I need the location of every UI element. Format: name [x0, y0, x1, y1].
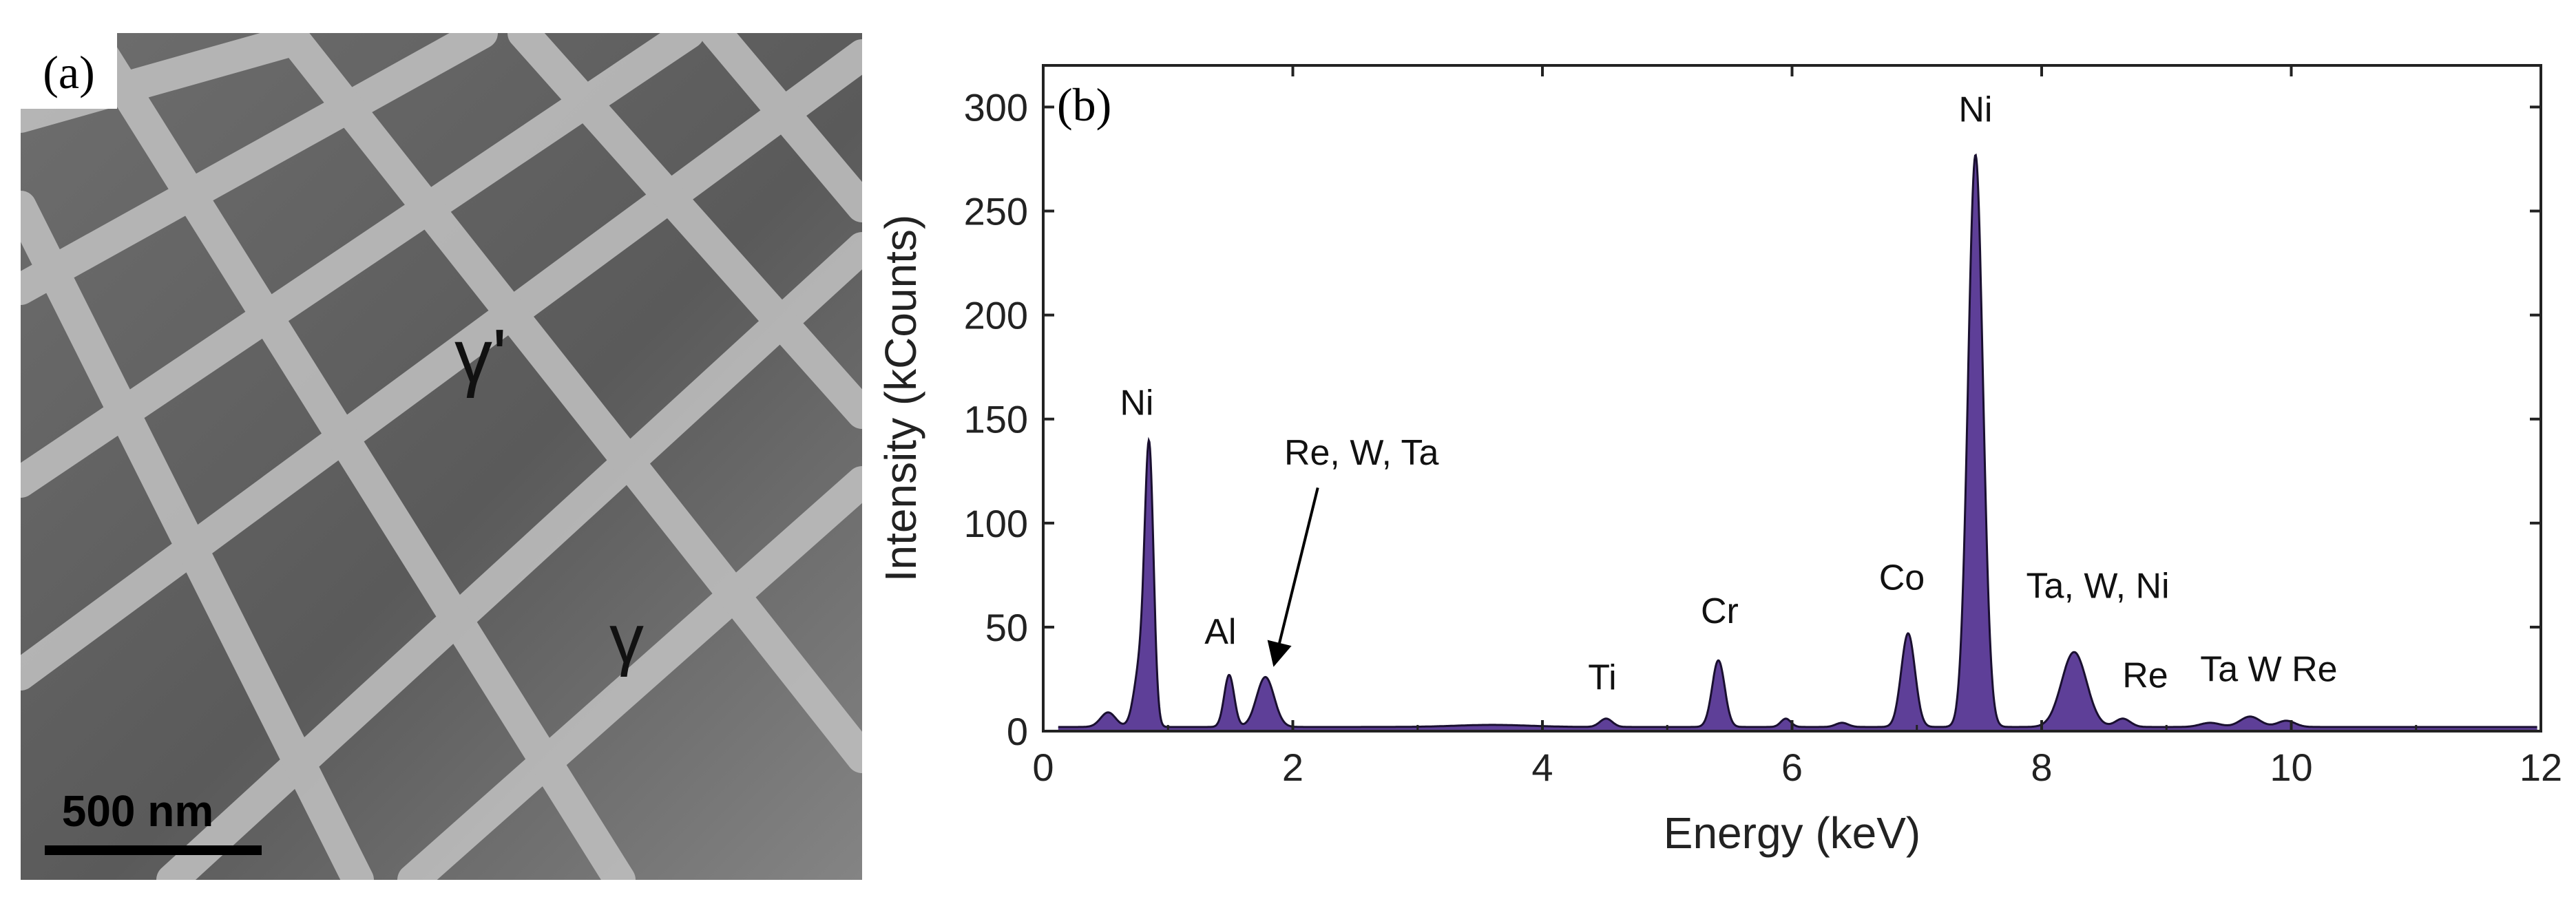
- scale-bar: [45, 845, 262, 855]
- x-tick-label: 12: [2520, 746, 2562, 789]
- gamma-label: γ: [609, 600, 644, 677]
- peak-label: Cr: [1701, 591, 1739, 631]
- gamma-prime-label: γ': [454, 314, 507, 399]
- peak-label: Ni: [1120, 383, 1153, 423]
- gamma-channel: [21, 191, 374, 880]
- gamma-channel: [21, 33, 498, 305]
- annotation-arrow: [1267, 487, 1319, 667]
- panel-a: (a) γ' γ 500 nm: [21, 33, 862, 880]
- panel-b-label: (b): [1057, 78, 1111, 131]
- x-tick-label: 8: [2031, 746, 2052, 789]
- gamma-channel: [21, 39, 862, 691]
- peak-label: Ti: [1588, 658, 1616, 698]
- y-tick-label: 250: [964, 190, 1028, 233]
- x-tick-label: 0: [1032, 746, 1054, 789]
- x-axis-ticks: 0 2 4 6 8 10 12: [1032, 65, 2562, 789]
- gamma-channel: [156, 232, 862, 880]
- peak-label: Al: [1204, 612, 1236, 652]
- panel-b-chart: 0 2 4 6 8 10 12 0 50 100 150 200 250 300 Ni Al Re, W, …: [876, 64, 2562, 858]
- peak-label: Ni: [1958, 90, 1992, 130]
- y-tick-label: 300: [964, 85, 1028, 129]
- y-tick-label: 150: [964, 398, 1028, 441]
- y-tick-label: 50: [985, 606, 1028, 649]
- peak-annotations: Ni Al Re, W, Ta Ti Cr Co Ni Ta, W, Ni Re Ta W Re: [1120, 90, 2337, 698]
- y-axis-label: Intensity (kCounts): [876, 215, 925, 582]
- x-tick-label: 10: [2270, 746, 2312, 789]
- scale-bar-label: 500 nm: [62, 786, 214, 836]
- y-tick-label: 100: [964, 502, 1028, 545]
- peak-label: Re, W, Ta: [1284, 433, 1439, 473]
- gamma-channel: [700, 33, 862, 222]
- gamma-channel: [273, 33, 862, 773]
- peak-label: Re: [2122, 656, 2168, 696]
- plot-frame: [1042, 64, 2542, 733]
- gamma-channel: [507, 33, 862, 429]
- y-axis-ticks: 0 50 100 150 200 250 300: [964, 85, 2541, 753]
- peak-label: Ta W Re: [2200, 649, 2337, 689]
- x-tick-label: 4: [1531, 746, 1553, 789]
- gamma-channel: [397, 466, 862, 880]
- peak-label: Ta, W, Ni: [2027, 567, 2170, 607]
- panel-a-label-box: [21, 33, 117, 109]
- y-tick-label: 200: [964, 294, 1028, 337]
- y-tick-label: 0: [1007, 710, 1028, 753]
- peak-label: Co: [1879, 558, 1925, 598]
- gamma-channel: [74, 33, 636, 880]
- x-axis-label: Energy (keV): [1664, 808, 1920, 858]
- micrograph-channels: [21, 33, 862, 880]
- x-tick-label: 2: [1282, 746, 1303, 789]
- x-tick-label: 6: [1781, 746, 1803, 789]
- panel-a-label: (a): [43, 46, 94, 98]
